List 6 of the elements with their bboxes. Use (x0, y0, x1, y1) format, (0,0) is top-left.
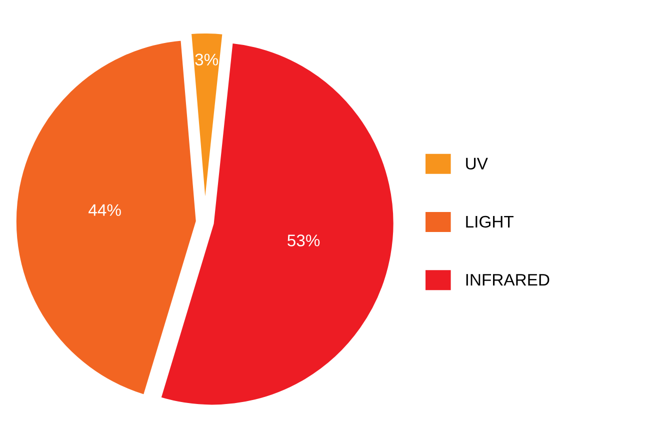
data-label: 44% (88, 204, 121, 216)
data-label: 53% (288, 234, 320, 246)
legend-label: INFRARED (466, 274, 550, 286)
legend-label: LIGHT (466, 216, 514, 228)
data-label: 3% (195, 54, 218, 66)
legend-label: UV (466, 158, 488, 170)
